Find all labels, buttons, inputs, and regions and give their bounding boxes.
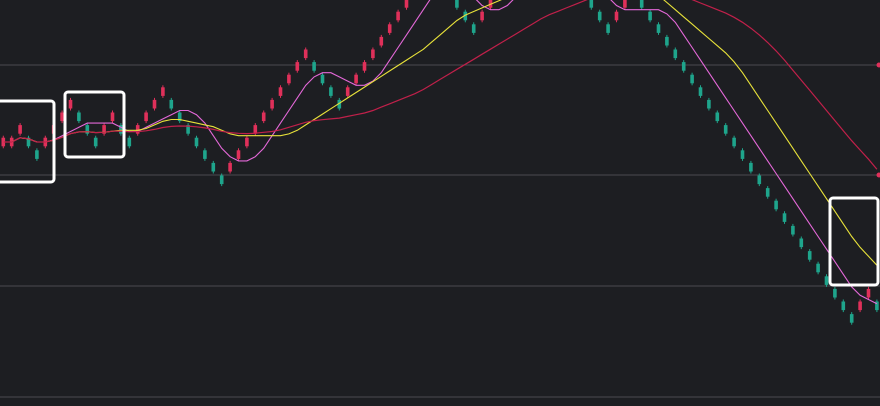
edge-marker [876, 172, 880, 178]
grid-lines [0, 64, 880, 398]
moving-averages [3, 0, 878, 305]
edge-markers [876, 62, 880, 178]
highlight-box [63, 90, 126, 159]
highlight-boxes [0, 90, 880, 287]
ma-short-line [3, 0, 878, 305]
ma-long-line [3, 0, 878, 170]
renko-bricks [1, 0, 879, 325]
highlight-box [0, 99, 56, 184]
ma-mid-line [3, 0, 878, 266]
highlight-box [828, 196, 880, 287]
edge-marker [876, 62, 880, 68]
